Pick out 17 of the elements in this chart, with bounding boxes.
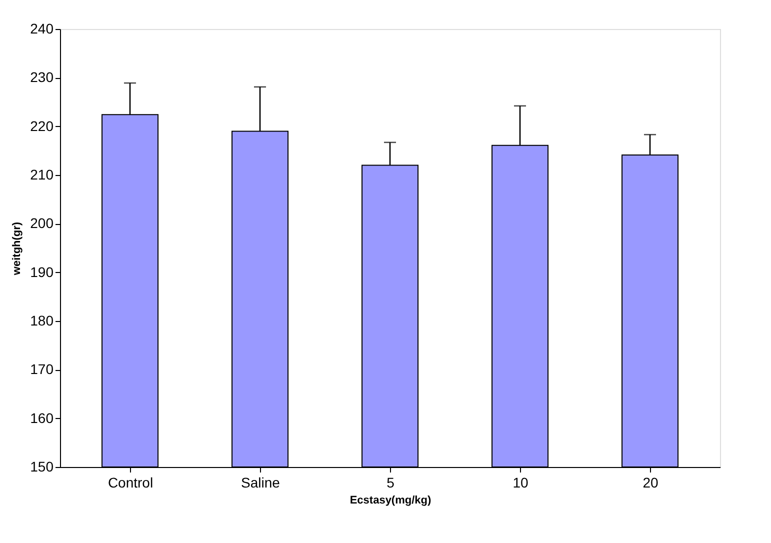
x-tick-label: 5 <box>386 474 395 490</box>
x-tick-label: Control <box>108 474 154 490</box>
y-tick-label: 220 <box>30 118 54 134</box>
y-tick-label: 230 <box>30 69 54 86</box>
y-tick-label: 150 <box>30 458 54 474</box>
y-axis-title: weitgh(gr) <box>11 222 24 276</box>
y-tick-label: 160 <box>30 410 54 426</box>
y-tick-label: 190 <box>30 264 54 280</box>
y-tick-label: 180 <box>30 312 54 328</box>
y-tick-label: 210 <box>30 166 54 182</box>
y-tick-label: 240 <box>30 20 54 36</box>
x-axis-title: Ecstasy(mg/kg) <box>350 494 432 506</box>
x-tick-label: 10 <box>512 474 528 490</box>
y-tick-label: 170 <box>30 361 54 378</box>
x-tick-label: Saline <box>241 474 280 490</box>
x-tick-label: 20 <box>642 474 658 490</box>
y-tick-label: 200 <box>30 215 54 232</box>
